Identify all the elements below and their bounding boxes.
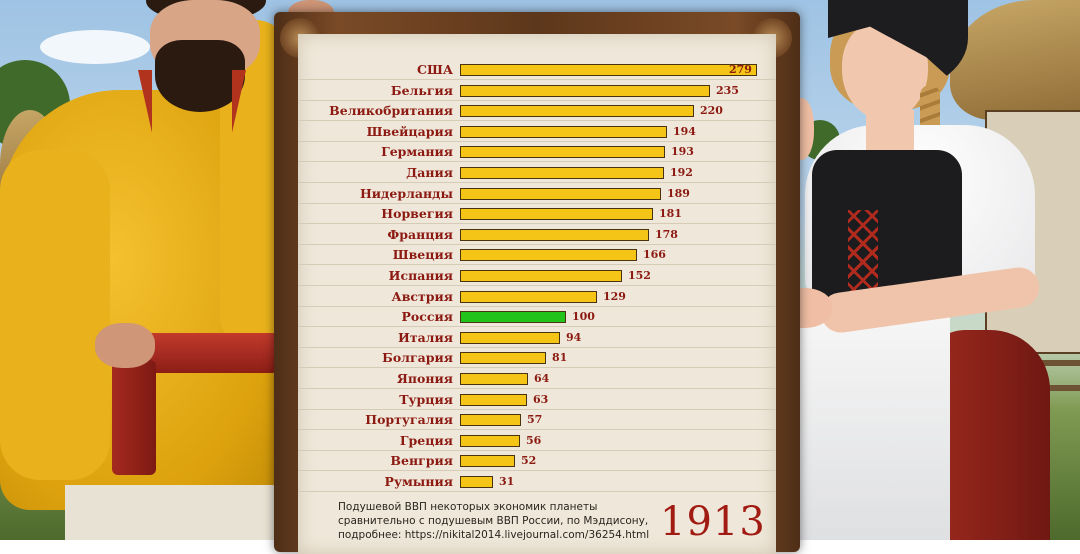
bar xyxy=(460,455,515,468)
data-label: 194 xyxy=(673,124,696,138)
chart-caption: Подушевой ВВП некоторых экономик планеты… xyxy=(338,500,658,542)
data-label: 189 xyxy=(667,186,690,200)
bar xyxy=(460,208,653,221)
category-label: Германия xyxy=(381,144,453,160)
row-divider xyxy=(298,182,776,183)
data-label: 129 xyxy=(603,289,626,303)
bar xyxy=(460,290,597,303)
data-label: 166 xyxy=(643,248,666,262)
row-divider xyxy=(298,449,776,451)
bar xyxy=(460,84,710,97)
woman-bodice-lacing xyxy=(848,210,878,300)
bar xyxy=(460,373,528,385)
row-divider xyxy=(298,408,776,410)
data-label: 52 xyxy=(521,454,537,468)
hut-roof-right xyxy=(950,0,1080,120)
caption-line: сравнительно с подушевым ВВП России, по … xyxy=(338,515,649,527)
data-label: 63 xyxy=(533,392,549,406)
category-label: Испания xyxy=(388,268,453,283)
data-label: 192 xyxy=(670,166,693,179)
row-divider xyxy=(298,367,776,369)
bar xyxy=(460,393,527,406)
bar xyxy=(460,249,637,262)
row-divider xyxy=(298,326,776,328)
category-label: Россия xyxy=(401,309,453,325)
data-label: 193 xyxy=(671,145,694,159)
bar xyxy=(460,311,566,324)
category-label: Италия xyxy=(398,329,453,345)
data-label: 64 xyxy=(534,372,550,385)
data-label: 220 xyxy=(700,104,723,118)
category-label: Великобритания xyxy=(329,103,453,119)
category-label: Швеция xyxy=(392,247,453,263)
category-label: Норвегия xyxy=(381,206,453,222)
row-divider xyxy=(298,264,776,266)
woman-apron xyxy=(800,305,950,540)
category-label: Дания xyxy=(406,165,453,180)
bar xyxy=(460,270,622,282)
data-label: 279 xyxy=(729,63,752,76)
man-hand xyxy=(95,323,155,368)
row-divider xyxy=(298,243,776,245)
row-divider xyxy=(298,429,776,431)
data-label: 94 xyxy=(566,330,582,344)
category-label: Нидерланды xyxy=(359,185,453,201)
year-label: 1913 xyxy=(660,499,766,545)
bar xyxy=(460,228,649,241)
category-label: Бельгия xyxy=(390,82,453,98)
cloud xyxy=(40,30,150,64)
row-divider xyxy=(298,161,776,163)
data-label: 81 xyxy=(552,351,568,365)
bar xyxy=(460,105,694,118)
row-divider xyxy=(298,470,776,472)
data-label: 178 xyxy=(655,227,678,241)
category-label: Япония xyxy=(396,371,453,386)
row-divider xyxy=(298,140,776,142)
man-pants xyxy=(65,485,275,540)
row-divider xyxy=(298,285,776,286)
row-divider xyxy=(298,346,776,348)
man-arm xyxy=(0,150,110,480)
category-label: Турция xyxy=(399,391,453,407)
data-label: 152 xyxy=(628,269,651,282)
row-divider xyxy=(298,223,776,225)
bar xyxy=(460,64,757,76)
data-label: 56 xyxy=(526,433,542,447)
bar xyxy=(460,414,521,427)
row-divider xyxy=(298,491,776,492)
caption-line: Подушевой ВВП некоторых экономик планеты xyxy=(338,501,598,513)
category-label: Греция xyxy=(399,432,453,448)
category-label: США xyxy=(417,62,453,77)
caption-link: подробнее: https://nikital2014.livejourn… xyxy=(338,529,650,541)
row-divider xyxy=(298,79,776,80)
category-label: Венгрия xyxy=(390,453,453,469)
category-label: Австрия xyxy=(391,288,453,304)
bar xyxy=(460,331,560,344)
data-label: 100 xyxy=(572,310,595,324)
row-divider xyxy=(298,388,776,389)
woman-neck xyxy=(866,110,914,150)
man-sash-tail xyxy=(112,360,156,475)
row-divider xyxy=(298,99,776,101)
data-label: 235 xyxy=(716,83,739,97)
bar xyxy=(460,476,493,488)
bar xyxy=(460,125,667,138)
data-label: 57 xyxy=(527,413,543,427)
bar xyxy=(460,146,665,159)
category-label: Франция xyxy=(387,226,453,242)
category-label: Румыния xyxy=(384,474,453,489)
bar xyxy=(460,352,546,365)
bar xyxy=(460,167,664,179)
man-beard xyxy=(155,40,245,112)
row-divider xyxy=(298,305,776,307)
row-divider xyxy=(298,202,776,204)
category-label: Швейцария xyxy=(366,123,453,139)
data-label: 31 xyxy=(499,475,515,488)
data-label: 181 xyxy=(659,207,682,221)
row-divider xyxy=(298,120,776,122)
category-label: Португалия xyxy=(365,412,453,428)
category-label: Болгария xyxy=(382,350,453,366)
bar xyxy=(460,187,661,200)
bar xyxy=(460,434,520,447)
